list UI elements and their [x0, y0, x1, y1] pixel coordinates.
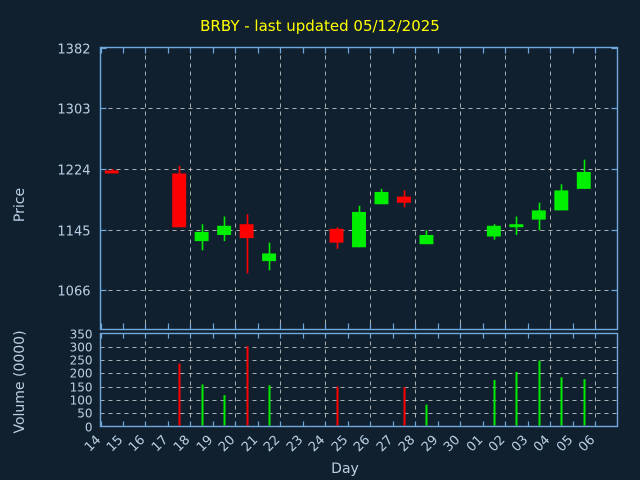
candle-body: [374, 191, 389, 205]
volume-tick-label: 250: [70, 354, 93, 368]
candlestick[interactable]: [576, 159, 591, 189]
day-tick-labels: 14 15 16 17 18 19 20 21 22 23 24 25 26 27 28 29 30 01 02 03…: [82, 433, 598, 455]
chart-title: BRBY - last updated 05/12/2025: [200, 17, 440, 35]
candlestick[interactable]: [329, 227, 344, 249]
candle-body: [531, 210, 546, 220]
candle-body: [576, 171, 591, 189]
candlestick[interactable]: [374, 188, 389, 205]
axis-minor-ticks: [100, 47, 597, 427]
price-panel-frame: [99, 46, 619, 331]
candle-body: [329, 228, 344, 243]
volume-tick-label: 100: [70, 394, 93, 408]
price-tick-label: 1303: [57, 103, 90, 118]
candle-body: [262, 253, 277, 262]
volume-gridlines: [100, 333, 618, 427]
candlestick[interactable]: [262, 242, 277, 271]
candle-body: [217, 225, 232, 235]
candlestick[interactable]: [509, 216, 524, 235]
price-tick-label: 1382: [57, 43, 90, 58]
price-axis-label: Price: [12, 188, 28, 222]
volume-panel-frame: [99, 332, 619, 428]
candlestick[interactable]: [531, 202, 546, 231]
price-tick-labels: 1382 1303 1224 1145 1066: [57, 43, 90, 300]
volume-tick-label: 300: [70, 341, 93, 355]
candle-body: [104, 170, 119, 174]
price-tick-label: 1224: [57, 164, 90, 179]
volume-series[interactable]: [178, 346, 586, 426]
candlestick[interactable]: [554, 184, 569, 211]
volume-tick-label: 0: [85, 421, 93, 435]
price-tick-label: 1145: [57, 225, 90, 240]
candle-body: [194, 231, 209, 242]
candlestick-series[interactable]: [104, 159, 591, 274]
volume-tick-label: 350: [70, 328, 93, 342]
candlestick[interactable]: [352, 205, 366, 248]
volume-tick-label: 50: [77, 407, 92, 421]
candle-body: [239, 224, 254, 239]
volume-tick-label: 200: [70, 367, 93, 381]
candle-body: [419, 234, 434, 245]
candlestick[interactable]: [194, 224, 209, 251]
candlestick[interactable]: [217, 216, 232, 242]
candlestick[interactable]: [396, 190, 411, 208]
x-axis-label: Day: [331, 461, 359, 477]
candlestick[interactable]: [172, 165, 187, 228]
candle-body: [554, 190, 569, 211]
price-gridlines: [100, 47, 618, 330]
candlestick[interactable]: [486, 224, 501, 240]
volume-axis-label: Volume (0000): [12, 330, 28, 433]
candlestick[interactable]: [419, 230, 434, 245]
candle-body: [509, 224, 524, 228]
candle-body: [352, 211, 366, 248]
candle-body: [396, 196, 411, 203]
price-tick-label: 1066: [57, 285, 90, 300]
volume-tick-label: 150: [70, 381, 93, 395]
candlestick[interactable]: [104, 168, 119, 174]
candlestick[interactable]: [239, 214, 254, 274]
candle-body: [486, 225, 501, 237]
candle-body: [172, 173, 187, 228]
